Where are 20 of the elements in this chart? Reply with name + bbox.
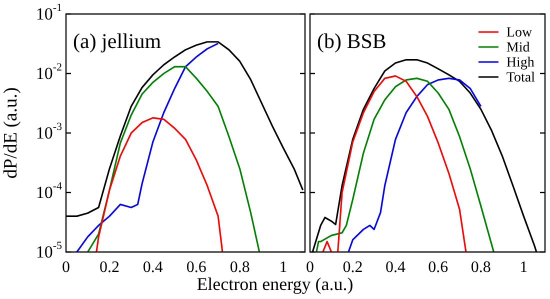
x-tick-label: 1 [520, 258, 528, 276]
x-tick-label: 0.6 [186, 258, 206, 276]
x-tick-label: 0.8 [230, 258, 250, 276]
x-tick-label: 0.8 [470, 258, 491, 276]
x-tick-label: 0.6 [428, 258, 448, 276]
legend-label: Total [506, 70, 536, 86]
x-tick-label: 1 [279, 258, 288, 276]
x-tick-label: 0.4 [142, 258, 163, 276]
x-tick-label: 0 [306, 258, 314, 276]
x-tick-label: 0.2 [99, 258, 120, 276]
y-axis-title: dP/dE (a.u.) [0, 87, 22, 179]
x-tick-label: 0.2 [342, 258, 363, 276]
legend-label: Mid [506, 40, 530, 56]
x-tick-label: 0 [62, 258, 70, 276]
annotation: (a) jellium [73, 29, 162, 53]
legend-label: High [506, 56, 534, 71]
legend-label: Low [506, 26, 533, 41]
x-tick-label: 0.4 [385, 258, 406, 276]
annotation: (b) BSB [317, 29, 386, 53]
x-axis-title: Electron energy (a.u.) [196, 274, 354, 294]
